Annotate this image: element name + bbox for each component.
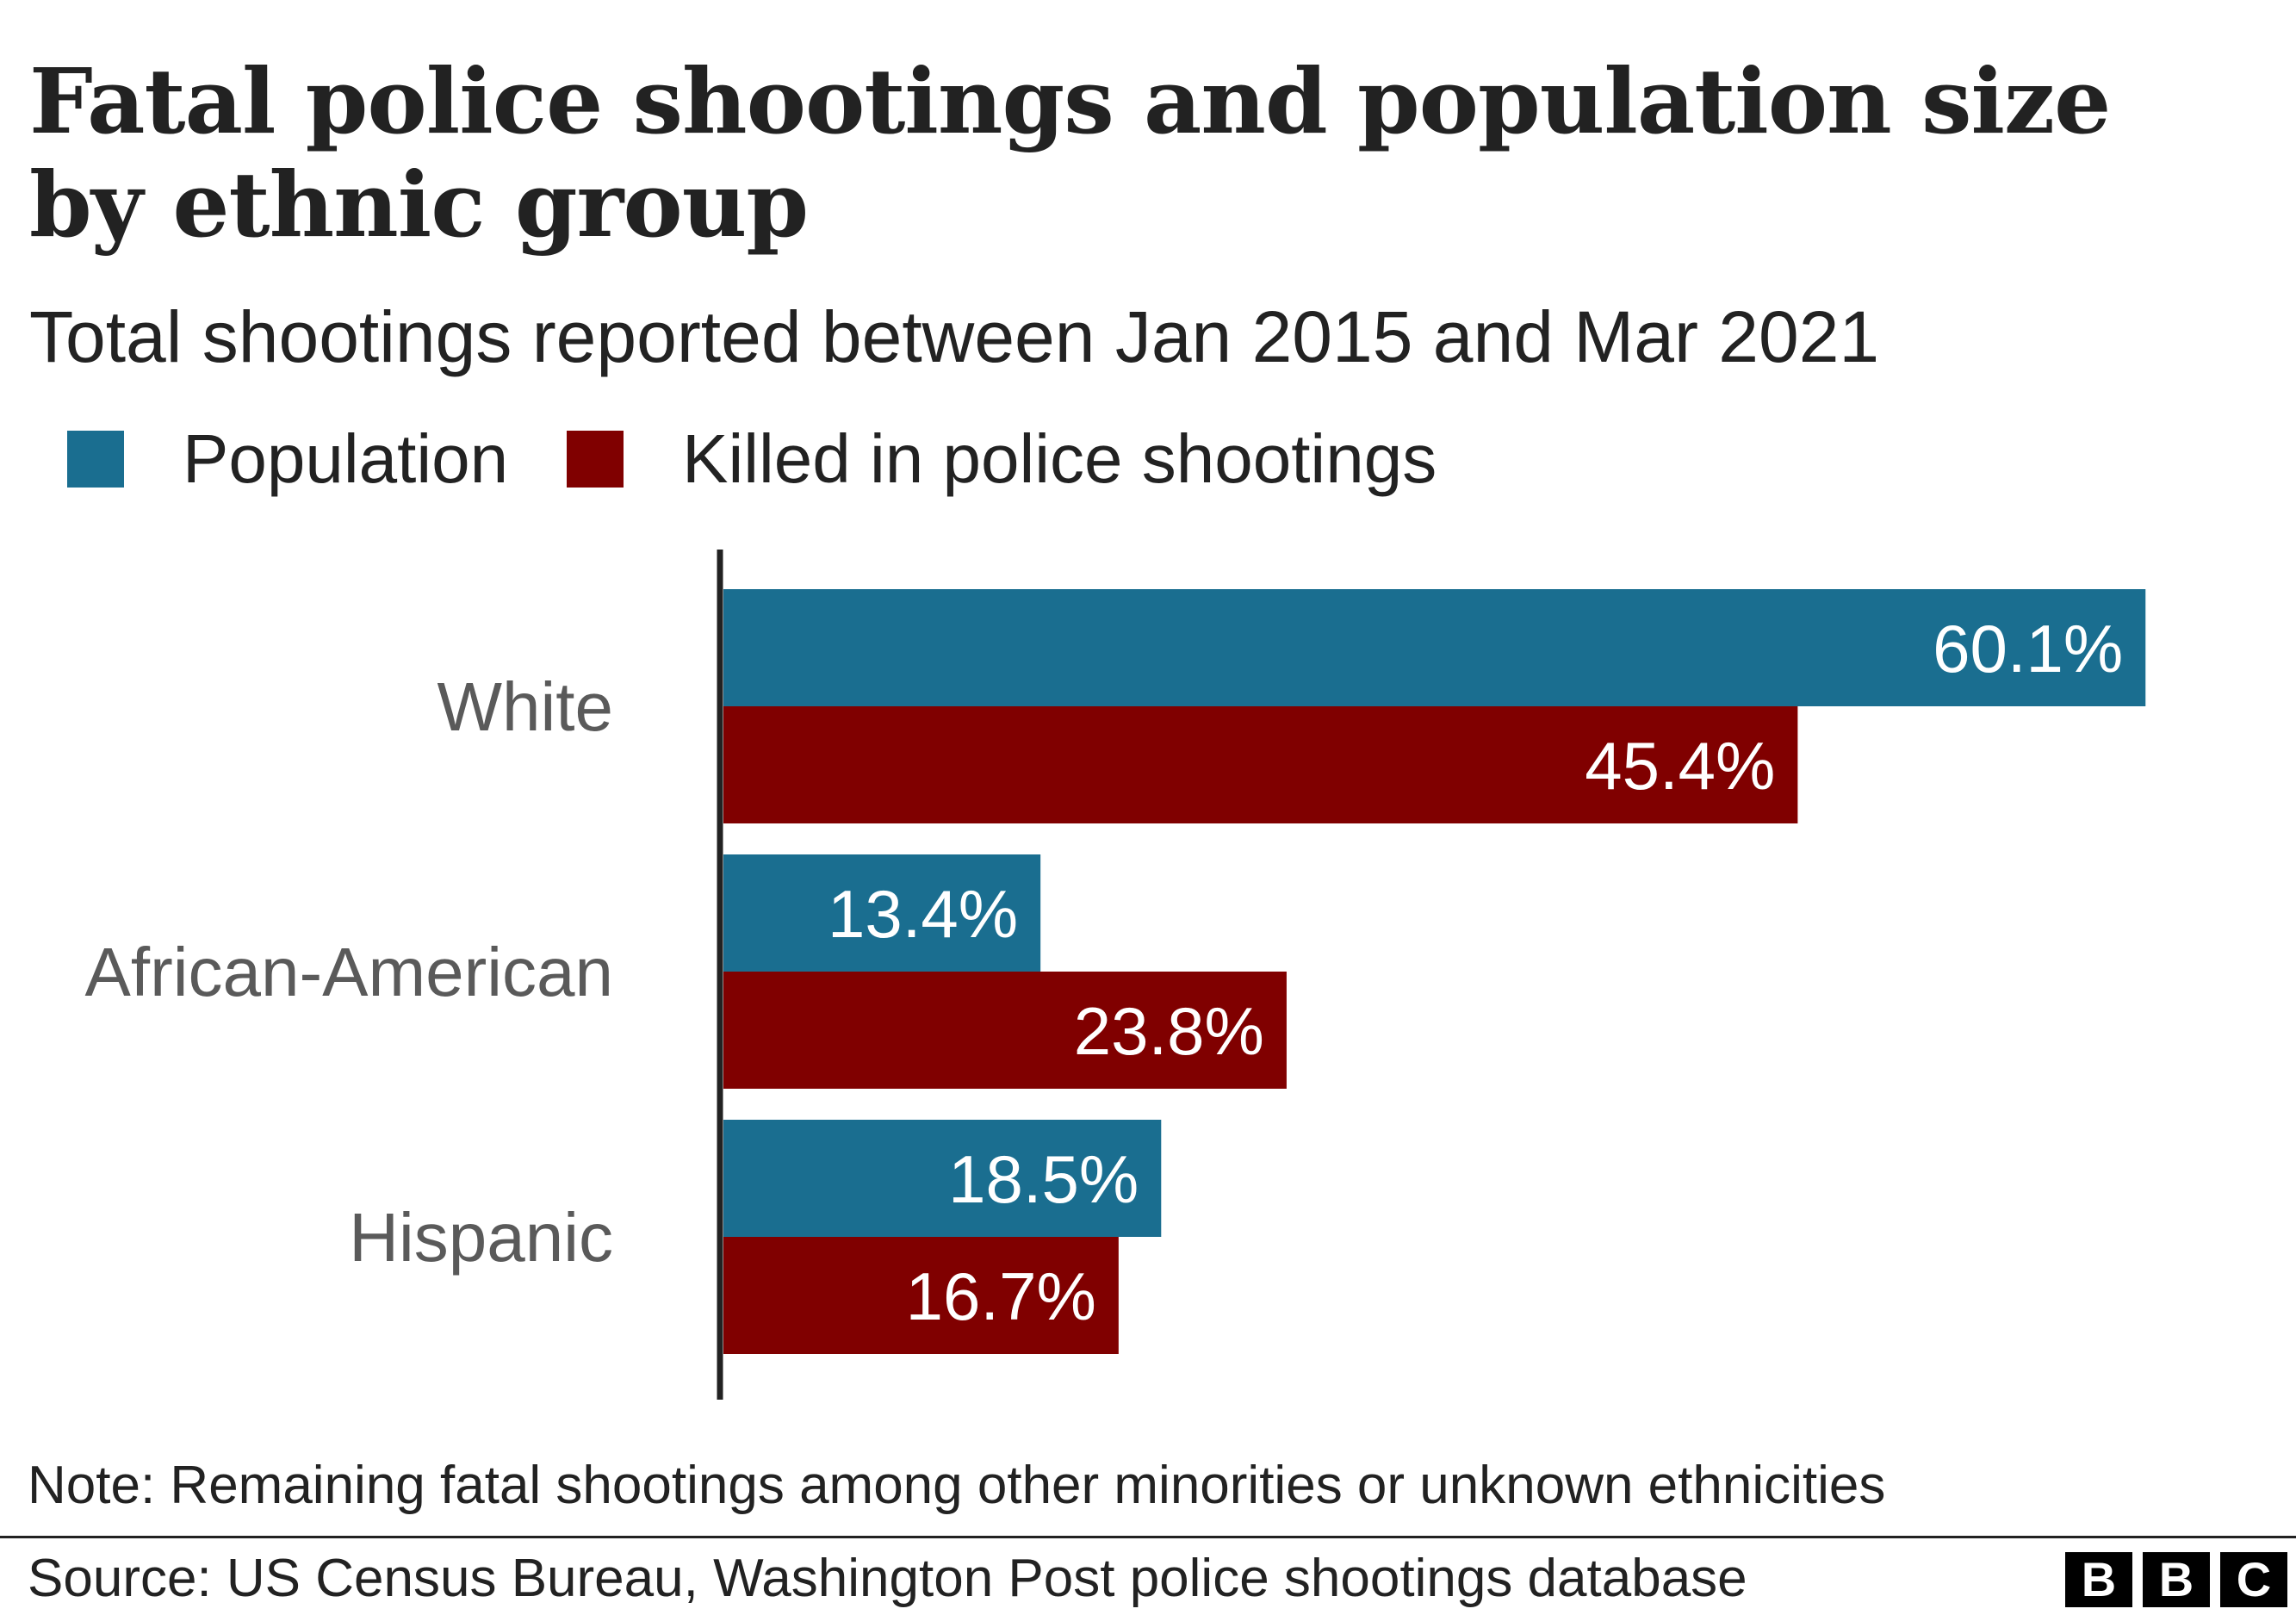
bbc-logo-letter: B [2143, 1552, 2210, 1607]
chart-subtitle: Total shootings reported between Jan 201… [29, 296, 1880, 377]
chart-title: Fatal police shootings and population si… [29, 48, 2111, 258]
legend-item-population: Population [67, 419, 508, 499]
bbc-logo-letter: B [2065, 1552, 2132, 1607]
chart-note: Note: Remaining fatal shootings among ot… [28, 1456, 1886, 1515]
data-label: 13.4% [828, 876, 1018, 952]
bar-population [723, 1120, 1162, 1237]
category-label: Hispanic [349, 1199, 613, 1276]
bbc-logo: B B C [2065, 1552, 2296, 1607]
legend-swatch-population [67, 431, 124, 488]
data-label: 18.5% [948, 1141, 1139, 1217]
data-label: 16.7% [906, 1258, 1096, 1334]
bar-population [723, 589, 2146, 706]
bar-killed [723, 706, 1798, 823]
bar-killed [723, 1237, 1119, 1354]
legend-swatch-killed [567, 431, 624, 488]
bbc-logo-letter: C [2220, 1552, 2287, 1607]
legend-label-population: Population [183, 420, 509, 497]
legend-item-killed: Killed in police shootings [567, 419, 1437, 499]
bar-population [723, 854, 1041, 972]
chart-source: Source: US Census Bureau, Washington Pos… [28, 1549, 1747, 1608]
category-label: African-American [84, 934, 613, 1010]
data-label: 23.8% [1074, 993, 1264, 1069]
category-label: White [437, 668, 614, 745]
legend-label-killed: Killed in police shootings [682, 420, 1437, 497]
data-label: 60.1% [1933, 611, 2123, 686]
footer-divider [0, 1536, 2296, 1538]
legend: Population Killed in police shootings [67, 412, 1495, 506]
data-label: 45.4% [1585, 728, 1775, 804]
bar-chart: White 60.1% 45.4% African-American 13.4% 23.8… [84, 550, 2146, 1400]
bar-killed [723, 972, 1287, 1089]
